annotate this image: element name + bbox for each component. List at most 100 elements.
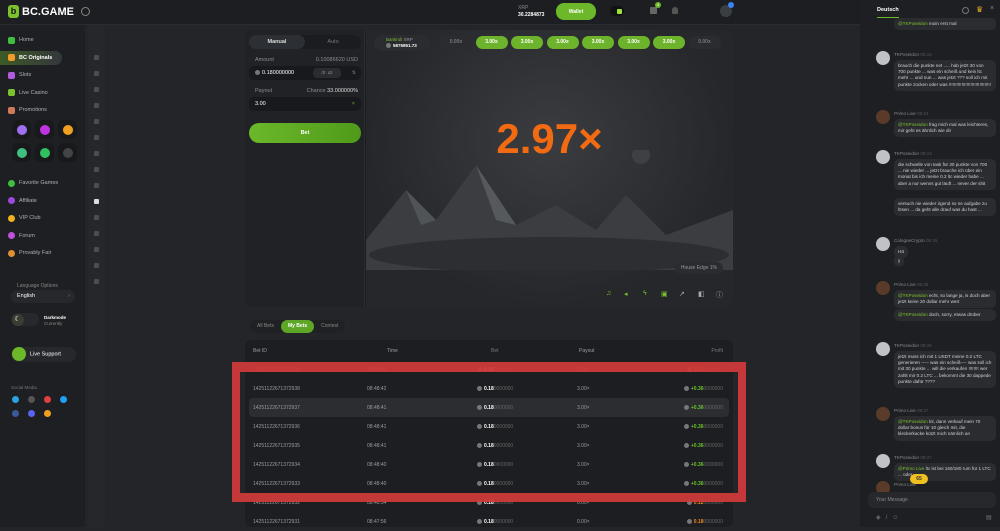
message-author[interactable]: Primo Live xyxy=(894,482,916,487)
half-button[interactable]: /2 xyxy=(321,70,326,75)
game-category-icon[interactable] xyxy=(94,167,99,172)
sidebar-item-live-casino[interactable]: Live Casino xyxy=(0,86,62,100)
stepper-icon[interactable]: ⇅ xyxy=(351,70,356,76)
game-shortcut[interactable] xyxy=(35,143,54,162)
game-category-icon[interactable] xyxy=(94,135,99,140)
table-row[interactable]: 14251122671372938 08:48:42 0.180000000 3.00… xyxy=(249,379,729,398)
history-pill[interactable]: 3.00x xyxy=(582,36,614,49)
history-pill[interactable]: 3.00x xyxy=(653,36,685,49)
user-avatar[interactable] xyxy=(876,481,890,495)
toggle-icon[interactable] xyxy=(610,6,624,16)
game-shortcut[interactable] xyxy=(35,120,54,139)
brand-logo[interactable]: b BC.GAME xyxy=(8,5,90,18)
message-author[interactable]: TKPoseidon 08:24 xyxy=(894,151,932,156)
live-support-button[interactable]: Live Support xyxy=(11,347,76,362)
history-pill[interactable]: 3.00x xyxy=(475,36,508,49)
table-row[interactable]: 14251122671372934 08:48:40 0.180000000 3.00… xyxy=(249,455,729,474)
gift-icon[interactable]: ◈ xyxy=(876,515,881,521)
sidebar-item-favorite-games[interactable]: Favorite Games xyxy=(0,176,62,190)
close-icon[interactable]: × xyxy=(351,101,355,107)
sidebar-item-affiliate[interactable]: Affiliate xyxy=(0,194,62,208)
game-category-icon[interactable] xyxy=(94,87,99,92)
info-icon[interactable]: ⓘ xyxy=(716,292,723,299)
game-category-icon[interactable] xyxy=(94,71,99,76)
share-icon[interactable]: ◂ xyxy=(624,291,628,298)
sidebar-item-forum[interactable]: Forum xyxy=(0,229,62,243)
user-avatar[interactable] xyxy=(876,150,890,164)
sidebar-item-slots[interactable]: Slots xyxy=(0,68,62,82)
close-icon[interactable]: × xyxy=(990,5,995,12)
user-avatar[interactable] xyxy=(876,407,890,421)
game-shortcut[interactable] xyxy=(58,120,77,139)
game-shortcut[interactable] xyxy=(58,143,77,162)
double-button[interactable]: x2 xyxy=(327,70,333,75)
user-avatar[interactable] xyxy=(876,281,890,295)
table-row[interactable]: 14251122671372932 08:48:34 0.180000000 0.00… xyxy=(249,493,729,512)
tab-contest[interactable]: Contest xyxy=(321,323,339,329)
fairness-icon[interactable]: ◧ xyxy=(698,291,705,298)
history-pill[interactable]: 3.00x xyxy=(546,36,579,49)
inbox-icon[interactable] xyxy=(650,7,657,14)
amount-input[interactable]: 0.180000000 /2 x2 ⇅ xyxy=(249,66,361,80)
balance-selector[interactable]: XRP 30.2284873 xyxy=(518,5,544,19)
music-icon[interactable]: ♫ xyxy=(606,290,612,297)
rules-icon[interactable]: ▤ xyxy=(986,515,992,521)
sidebar-item-provably-fair[interactable]: Provably Fair xyxy=(0,246,62,260)
user-avatar[interactable] xyxy=(876,237,890,251)
bell-icon[interactable] xyxy=(672,7,678,14)
user-avatar[interactable] xyxy=(876,110,890,124)
sidebar-item-home[interactable]: Home xyxy=(0,33,62,47)
game-category-icon[interactable] xyxy=(94,199,99,204)
message-author[interactable]: TKPoseidon 08:27 xyxy=(894,455,932,460)
message-author[interactable]: Primo Live 08:23 xyxy=(894,111,929,116)
game-category-icon[interactable] xyxy=(94,215,99,220)
game-category-icon[interactable] xyxy=(94,247,99,252)
keyboard-icon[interactable]: ▣ xyxy=(661,291,668,298)
command-icon[interactable]: / xyxy=(885,515,888,521)
message-author[interactable]: TKPoseidon 08:22 xyxy=(894,52,932,57)
language-select[interactable]: English › xyxy=(11,290,75,303)
lightning-icon[interactable]: ϟ xyxy=(643,290,647,297)
social-icon[interactable] xyxy=(28,396,35,403)
game-shortcut[interactable] xyxy=(12,143,31,162)
game-category-icon[interactable] xyxy=(94,263,99,268)
game-category-icon[interactable] xyxy=(94,119,99,124)
message-author[interactable]: Primo Live 08:25 xyxy=(894,282,929,287)
chart-icon[interactable]: ↗ xyxy=(679,291,685,298)
game-category-icon[interactable] xyxy=(94,183,99,188)
sidebar-item-vip-club[interactable]: VIP Club xyxy=(0,211,62,225)
trophy-icon[interactable]: ♛ xyxy=(976,5,984,14)
social-icon[interactable] xyxy=(44,410,51,417)
game-category-icon[interactable] xyxy=(94,279,99,284)
user-avatar[interactable] xyxy=(876,51,890,65)
chat-language-tab[interactable]: Deutsch xyxy=(877,7,899,18)
social-icon[interactable] xyxy=(60,396,67,403)
game-category-icon[interactable] xyxy=(94,231,99,236)
table-row[interactable]: 14251122671372937 08:48:41 0.180000000 3.00… xyxy=(249,398,729,417)
user-avatar[interactable] xyxy=(876,342,890,356)
message-author[interactable]: Primo Live 08:27 xyxy=(894,408,929,413)
game-category-icon[interactable] xyxy=(94,103,99,108)
game-category-icon[interactable] xyxy=(94,55,99,60)
table-row[interactable]: 14251122671372935 08:48:41 0.180000000 3.00… xyxy=(249,436,729,455)
house-edge-badge[interactable]: House Edge 1% xyxy=(674,262,723,274)
message-author[interactable]: TKPoseidon 08:26 xyxy=(894,343,932,348)
social-icon[interactable] xyxy=(12,396,19,403)
social-icon[interactable] xyxy=(28,410,35,417)
chat-message-input[interactable]: Your Message xyxy=(868,492,996,508)
table-row[interactable]: 14251122671372933 08:48:40 0.180000000 3.00… xyxy=(249,474,729,493)
user-avatar[interactable] xyxy=(876,454,890,468)
tab-auto[interactable]: Auto xyxy=(327,39,339,45)
message-author[interactable]: CologneCrypto 08:25 xyxy=(894,238,938,243)
table-row[interactable]: 14251122671372936 08:48:41 0.180000000 3.00… xyxy=(249,417,729,436)
history-pill[interactable]: 3.00x xyxy=(511,36,543,49)
wallet-button[interactable]: Wallet xyxy=(556,3,596,20)
sidebar-item-promotions[interactable]: Promotions xyxy=(0,103,62,117)
game-category-icon[interactable] xyxy=(94,151,99,156)
theme-toggle[interactable]: ☾ xyxy=(11,313,39,326)
history-pill[interactable]: 3.00x xyxy=(617,36,650,49)
social-icon[interactable] xyxy=(12,410,19,417)
history-pill[interactable]: 0.00x xyxy=(688,36,721,49)
social-icon[interactable] xyxy=(44,396,51,403)
game-shortcut[interactable] xyxy=(12,120,31,139)
